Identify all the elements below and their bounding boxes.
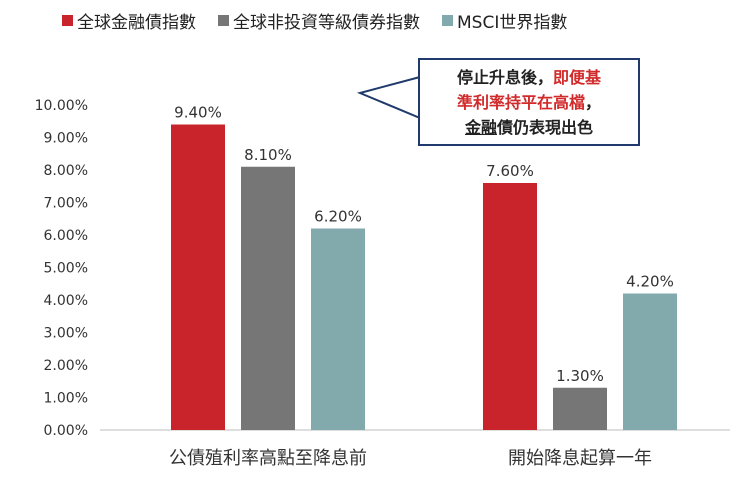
bar [623,293,677,430]
callout-pointer [356,75,421,120]
bar [241,166,295,430]
y-tick-label: 7.00% [44,196,88,212]
legend-label: MSCI世界指數 [457,12,568,33]
callout-line-1: 停止升息後，即便基 [457,65,601,90]
bar [553,387,607,430]
callout-text: 停止升息後， [456,67,553,87]
legend-swatch [218,14,229,26]
data-label: 7.60% [486,162,534,180]
data-label: 9.40% [174,104,222,122]
y-tick-label: 4.00% [44,293,88,309]
y-tick-label: 2.00% [44,358,88,374]
legend-item: MSCI世界指數 [442,8,567,33]
y-tick-label: 1.00% [44,391,88,407]
callout-line-3: 金融債仍表現出色 [465,115,593,140]
callout-text: 債仍表現出色 [497,117,594,137]
y-tick-label: 8.00% [44,163,88,179]
bar [311,228,365,430]
y-tick-label: 9.00% [44,131,88,147]
callout-line-2: 準利率持平在高檔， [457,90,601,115]
data-label: 8.10% [244,146,292,164]
callout-text: ， [585,92,602,112]
y-tick-label: 6.00% [44,228,88,244]
legend-label: 全球非投資等級債券指數 [233,12,420,33]
bar [171,124,225,430]
legend-swatch [442,14,453,26]
legend-item: 全球金融債指數 [62,8,196,33]
legend-swatch [62,14,73,26]
y-tick-label: 3.00% [44,326,88,342]
y-tick-label: 0.00% [44,423,88,439]
legend-label: 全球金融債指數 [77,12,196,33]
x-category-label: 開始降息起算一年 [508,448,652,469]
chart-legend: 全球金融債指數 全球非投資等級債券指數 MSCI世界指數 [62,6,567,34]
y-tick-label: 5.00% [44,261,88,277]
data-label: 1.30% [556,367,604,385]
data-label: 4.20% [626,273,674,291]
callout-underlined-text: 金融 [464,117,497,137]
legend-item: 全球非投資等級債券指數 [218,8,420,33]
x-category-label: 公債殖利率高點至降息前 [169,447,367,469]
bar [483,183,537,430]
callout-highlight: 即便基 [553,67,602,87]
y-tick-label: 10.00% [35,98,88,114]
callout-highlight: 準利率持平在高檔 [456,92,585,112]
callout-box: 停止升息後，即便基 準利率持平在高檔， 金融債仍表現出色 [418,58,640,146]
data-label: 6.20% [314,208,362,226]
